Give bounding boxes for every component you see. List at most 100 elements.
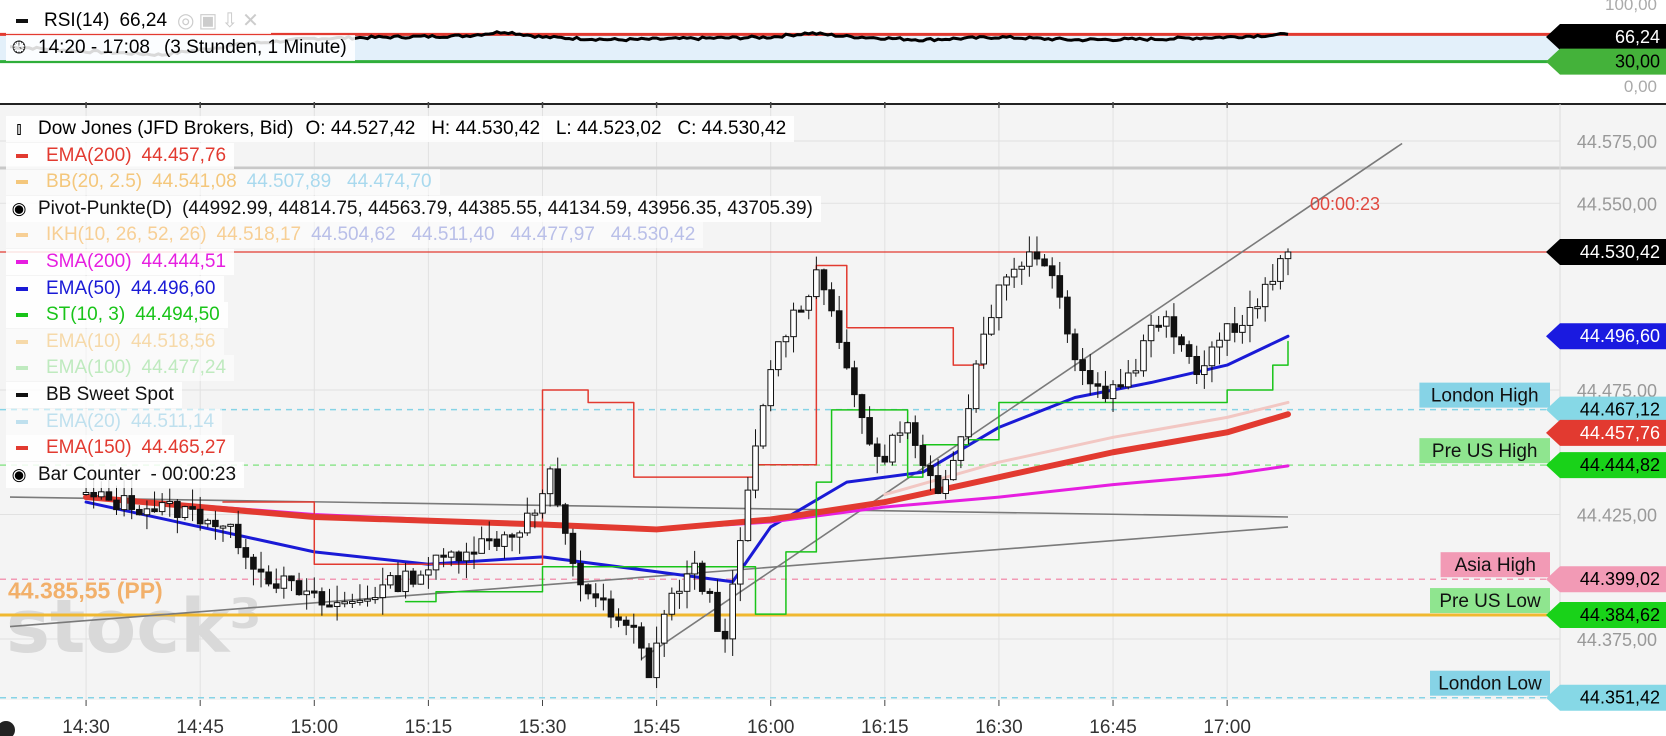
candle-body (1102, 385, 1109, 400)
candle-body (1223, 323, 1231, 341)
candle-body (866, 417, 873, 445)
candle-body (881, 455, 889, 463)
candle-body (97, 491, 105, 498)
legend-value: 44.494,50 (135, 304, 220, 326)
legend-row-ema-200[interactable]: EMA(200) 44.457,76 (6, 142, 235, 169)
candle-body (714, 591, 721, 632)
candle-body (645, 647, 653, 679)
candle-body (227, 523, 234, 527)
candle-body (1261, 283, 1269, 308)
candle-body (1239, 324, 1246, 333)
price-tag-shape (1546, 452, 1666, 479)
candle-body (889, 434, 896, 463)
candle-body (1064, 296, 1071, 335)
time-label: 17:00 (1203, 717, 1251, 736)
candle-body (980, 333, 988, 365)
price-tag-shape (1546, 239, 1666, 266)
time-label: 15:15 (405, 717, 453, 736)
candle-body (873, 443, 881, 457)
rsi-level-tag: 30,00 (1546, 48, 1666, 75)
legend-row-pivot-punkte-d[interactable]: ◉ Pivot-Punkte(D) (44992.99, 44814.75, 445… (6, 195, 821, 222)
candle-body (698, 562, 706, 592)
price-tag-shape (1546, 566, 1666, 593)
candle-body (394, 575, 402, 593)
candle-body (105, 491, 113, 501)
legend-row-ema-50[interactable]: EMA(50) 44.496,60 (6, 275, 224, 302)
candle-body (425, 569, 432, 576)
candle-body (554, 468, 562, 506)
candle-body (607, 598, 615, 618)
level-label: London Low (1438, 674, 1542, 695)
level-label: London High (1431, 386, 1539, 407)
candle-body (1155, 324, 1162, 328)
legend-swatch (16, 339, 28, 344)
candle-body (531, 512, 539, 516)
target-icon: ◉ (11, 198, 27, 218)
candle-body (151, 508, 158, 513)
trendline (640, 142, 1403, 660)
legend-row-bb-20-2-5[interactable]: BB(20, 2.5) 44.541,08 44.507,89 44.474,70 (6, 169, 440, 196)
clock-icon: 🕓︎ (12, 38, 26, 57)
candle-body (1033, 251, 1041, 260)
candle-body (1003, 276, 1010, 286)
price-tag: 44.444,82 (1546, 452, 1666, 479)
candle-body (318, 591, 326, 606)
candle-body (1086, 370, 1094, 385)
price-axis-label: 44.425,00 (1577, 506, 1657, 526)
candle-body (1201, 365, 1208, 376)
candle-body (911, 422, 919, 446)
candle-body (904, 422, 911, 434)
time-label: 16:30 (975, 717, 1023, 736)
rsi-toolbar-icons[interactable]: ◎▣⇩✕ (177, 10, 263, 32)
price-tag-shape (1546, 23, 1666, 50)
price-tag: 44.530,42 (1546, 239, 1666, 266)
ohlc-values: O: 44.527,42 H: 44.530,42 L: 44.523,02 C… (305, 118, 787, 139)
scroll-handle (0, 721, 15, 736)
candle-body (539, 493, 546, 514)
candle-body (189, 506, 196, 510)
candle-body (303, 590, 310, 596)
legend-value: 44.444,51 (141, 251, 227, 272)
candle-body (501, 534, 508, 547)
legend-row-bar-counter[interactable]: ◉ Bar Counter - 00:00:23 (6, 461, 245, 488)
candle-body (782, 336, 790, 343)
legend-value: 44.477,24 (141, 357, 227, 379)
legend-row-st-10-3[interactable]: ST(10, 3) 44.494,50 (6, 302, 228, 329)
candle-body (181, 506, 189, 518)
legend-swatch (16, 233, 28, 238)
rsi-time-row: 🕓︎ 14:20 - 17:08 (3 Stunden, 1 Minute) (6, 35, 355, 61)
legend-row-ema-20[interactable]: EMA(20) 44.511,14 (6, 408, 223, 435)
candle-body (250, 556, 257, 570)
candle-body (653, 642, 660, 679)
candle-body (988, 317, 995, 335)
price-tag-label: 66,24 (1615, 27, 1660, 47)
legend-row-ema-10[interactable]: EMA(10) 44.518,56 (6, 328, 224, 355)
legend-row-ikh-10-26-52-26[interactable]: IKH(10, 26, 52, 26) 44.518,17 44.504,62 44… (6, 222, 704, 249)
legend-row-ema-150[interactable]: EMA(150) 44.465,27 (6, 435, 235, 462)
candle-body (1170, 316, 1178, 338)
candle-body (417, 574, 425, 585)
candle-body (1026, 251, 1033, 267)
candle-body (934, 475, 942, 494)
candle-body (767, 369, 775, 407)
candle-body (752, 445, 759, 491)
time-label: 16:45 (1089, 717, 1137, 736)
price-axis-label: 44.575,00 (1577, 132, 1657, 152)
candle-body (638, 626, 645, 649)
legend-row-ema-100[interactable]: EMA(100) 44.477,24 (6, 355, 235, 382)
candle-body (113, 499, 120, 511)
legend-label: BB(20, 2.5) (46, 171, 143, 193)
candle-body (219, 525, 227, 529)
candle-body (1216, 339, 1223, 348)
legend-row-bb-sweet-spot[interactable]: BB Sweet Spot (6, 382, 182, 408)
legend-row-sma-200[interactable]: SMA(200) 44.444,51 (6, 249, 235, 275)
candle-body (174, 500, 181, 518)
price-tag-label: 30,00 (1615, 52, 1660, 72)
candle-body (204, 519, 212, 525)
candle-body (440, 554, 447, 558)
legend-value: 44.518,17 (216, 224, 302, 246)
level-label: Pre US High (1432, 441, 1538, 462)
rsi-axis-label: 100,00 (1605, 0, 1657, 14)
candle-body (843, 341, 851, 369)
